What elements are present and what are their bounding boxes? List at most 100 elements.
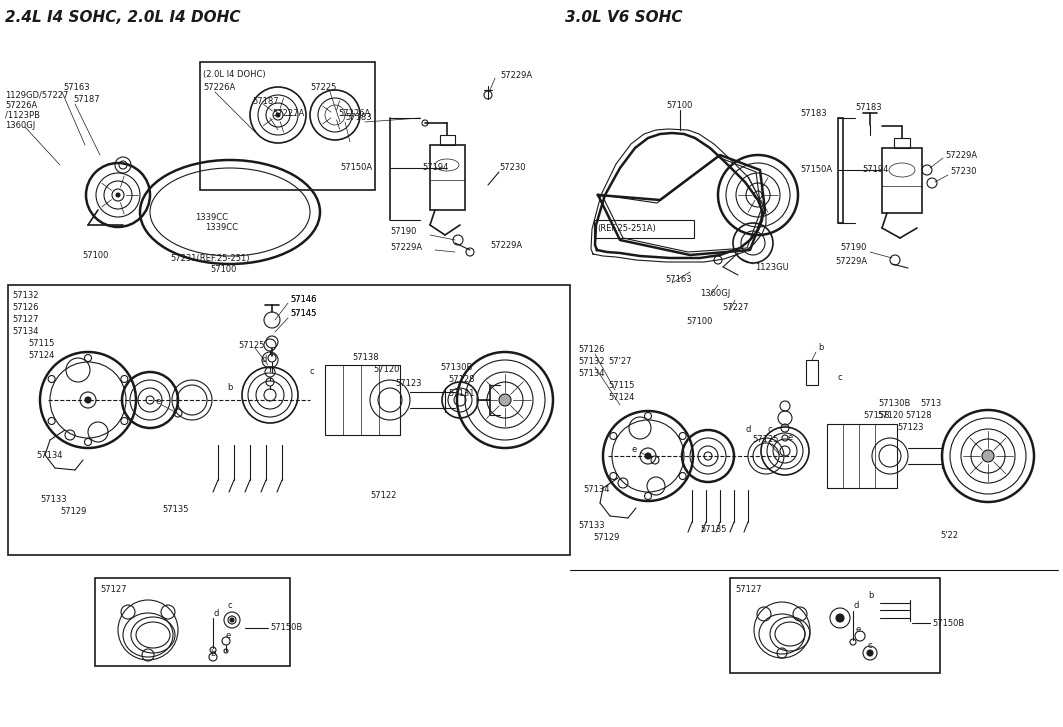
Text: 57146: 57146 — [290, 295, 317, 305]
Text: 57123: 57123 — [897, 424, 924, 433]
Text: d: d — [261, 356, 268, 364]
Text: 57138: 57138 — [352, 353, 378, 363]
Bar — [594, 220, 694, 238]
Text: 57127: 57127 — [735, 585, 761, 595]
Text: 57145: 57145 — [290, 310, 317, 318]
Text: 1123GU: 1123GU — [755, 263, 789, 273]
Text: e: e — [788, 433, 793, 441]
Text: d: d — [853, 601, 859, 611]
Text: 57132: 57132 — [12, 291, 38, 300]
Bar — [882, 148, 922, 213]
Text: 57130B: 57130B — [440, 364, 472, 372]
Text: 5'22: 5'22 — [940, 531, 958, 539]
Text: c: c — [838, 374, 843, 382]
Text: /1123PB: /1123PB — [5, 111, 40, 119]
Text: 57183: 57183 — [855, 103, 881, 113]
Text: 3.0L V6 SOHC: 3.0L V6 SOHC — [566, 10, 682, 25]
Bar — [200, 62, 375, 190]
Text: 57123: 57123 — [395, 379, 422, 387]
Text: 57134: 57134 — [36, 451, 63, 459]
Text: d: d — [213, 608, 218, 617]
Text: 57163: 57163 — [665, 276, 692, 284]
Text: 57'27: 57'27 — [608, 358, 631, 366]
Text: 57150A: 57150A — [800, 166, 832, 174]
Text: 57124: 57124 — [28, 350, 54, 359]
Text: 57134: 57134 — [583, 486, 609, 494]
Text: 57100: 57100 — [687, 318, 713, 326]
Text: 57187: 57187 — [252, 97, 279, 106]
Text: 57226A: 57226A — [338, 110, 370, 119]
Text: 1339CC: 1339CC — [195, 214, 227, 222]
Text: 57229A: 57229A — [390, 244, 422, 252]
Text: 57158: 57158 — [863, 411, 890, 419]
Text: b: b — [868, 592, 874, 601]
Text: 57100: 57100 — [667, 100, 693, 110]
Bar — [431, 145, 465, 210]
Text: 57134: 57134 — [12, 326, 38, 335]
Text: 57122: 57122 — [370, 491, 396, 499]
Text: 57150B: 57150B — [932, 619, 964, 627]
Text: 57227: 57227 — [722, 302, 748, 311]
Circle shape — [499, 394, 511, 406]
Bar — [838, 118, 843, 223]
Text: 57126: 57126 — [578, 345, 605, 355]
Text: 57150B: 57150B — [270, 624, 302, 632]
Text: 57183: 57183 — [800, 108, 827, 118]
Text: c: c — [868, 641, 873, 651]
Text: 57120: 57120 — [373, 366, 400, 374]
Text: 57129: 57129 — [60, 507, 86, 516]
Bar — [827, 424, 897, 488]
Text: 57145: 57145 — [290, 308, 317, 318]
Text: 1339CC: 1339CC — [205, 222, 238, 231]
Text: 57229A: 57229A — [945, 150, 977, 159]
Text: 1129GD/57227: 1129GD/57227 — [5, 90, 68, 100]
Bar — [325, 365, 400, 435]
Circle shape — [276, 113, 280, 117]
Text: b: b — [819, 343, 824, 353]
Bar — [9, 285, 570, 555]
Text: 57115: 57115 — [608, 380, 635, 390]
Text: 57133: 57133 — [40, 496, 67, 505]
Text: 57134: 57134 — [578, 369, 605, 379]
Text: b: b — [210, 648, 216, 657]
Text: 57129: 57129 — [593, 534, 620, 542]
Text: 57230: 57230 — [499, 164, 525, 172]
Text: 57133: 57133 — [578, 521, 605, 529]
Text: 57120: 57120 — [877, 411, 904, 420]
Text: 57230: 57230 — [950, 167, 977, 177]
Circle shape — [645, 453, 651, 459]
Text: 57125: 57125 — [752, 435, 778, 444]
Text: 57135: 57135 — [162, 505, 188, 515]
Circle shape — [116, 193, 120, 197]
Text: 57127: 57127 — [12, 315, 38, 324]
Text: c: c — [227, 601, 233, 611]
Text: 57226A: 57226A — [5, 100, 37, 110]
Bar — [95, 578, 290, 666]
Text: e: e — [632, 446, 637, 454]
Text: 57128: 57128 — [905, 411, 931, 419]
Text: 57150A: 57150A — [340, 164, 372, 172]
Text: 57100: 57100 — [210, 265, 236, 275]
Text: (REF.25-251A): (REF.25-251A) — [597, 225, 656, 233]
Text: e: e — [155, 398, 161, 406]
Text: 57163: 57163 — [63, 84, 89, 92]
Text: (2.0L I4 DOHC): (2.0L I4 DOHC) — [203, 70, 266, 79]
Text: 57130B: 57130B — [878, 398, 910, 408]
Text: 57194: 57194 — [422, 164, 449, 172]
Text: 5713: 5713 — [919, 398, 941, 408]
Text: 1360GJ: 1360GJ — [701, 289, 730, 297]
Text: 57229A: 57229A — [500, 71, 533, 79]
Bar — [894, 138, 910, 148]
Text: 57124: 57124 — [608, 393, 635, 401]
Text: 57229A: 57229A — [836, 257, 867, 267]
Text: 57190: 57190 — [840, 244, 866, 252]
Text: 57231(REF.25-251): 57231(REF.25-251) — [170, 254, 250, 262]
Text: 57183: 57183 — [345, 113, 372, 123]
Text: 57190: 57190 — [390, 228, 417, 236]
Text: 57128: 57128 — [448, 376, 474, 385]
Text: e: e — [226, 632, 232, 640]
Text: b: b — [227, 384, 233, 393]
Circle shape — [867, 650, 873, 656]
Text: 57187: 57187 — [73, 95, 100, 105]
Text: 57126: 57126 — [12, 302, 38, 311]
